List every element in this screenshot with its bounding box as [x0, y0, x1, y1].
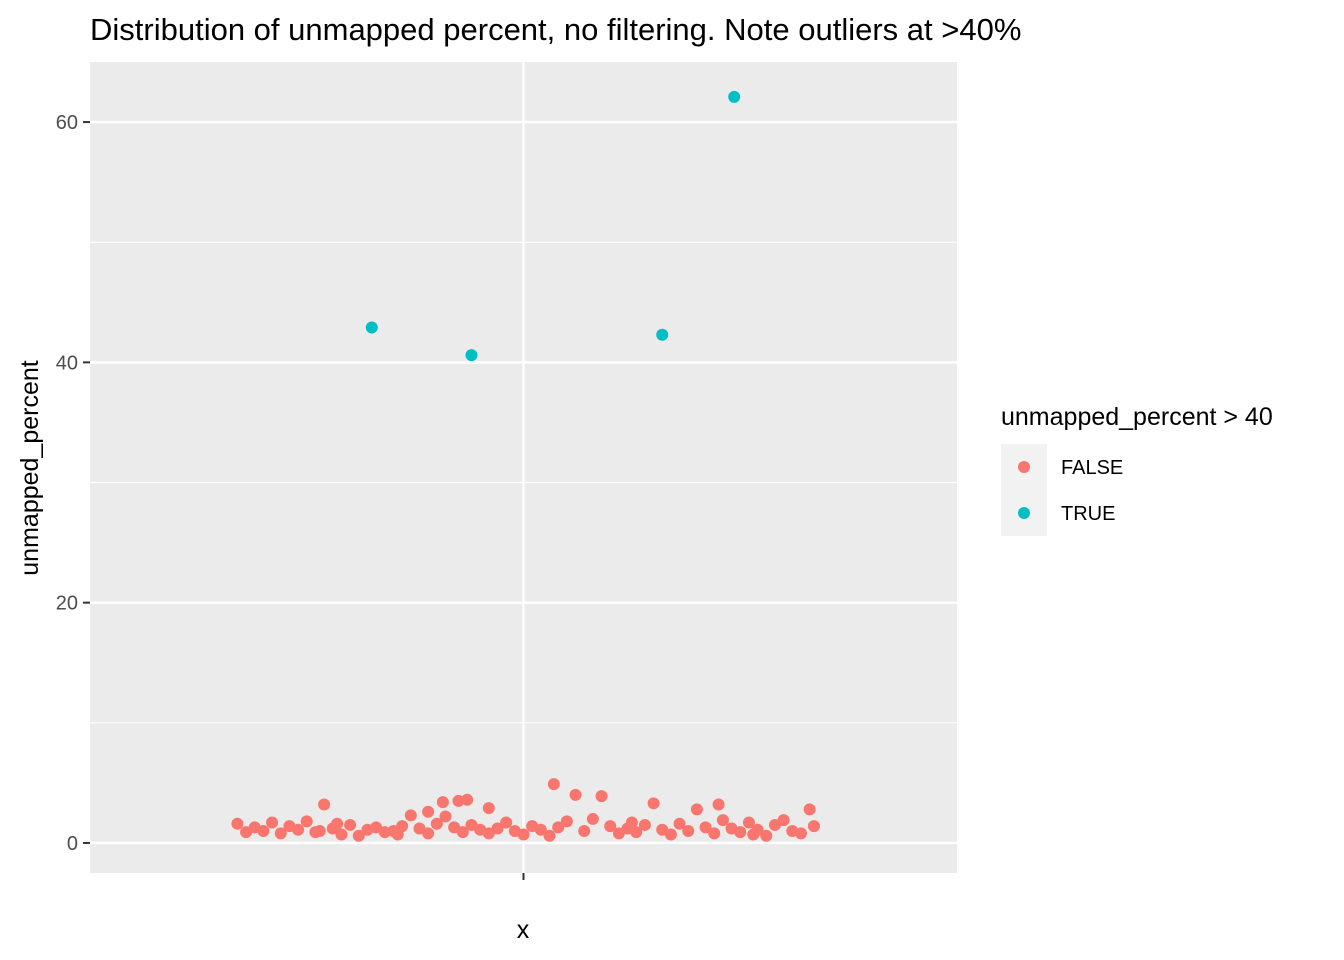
data-point-false: [569, 788, 582, 801]
data-point-false: [292, 823, 305, 836]
data-point-false: [500, 816, 513, 829]
data-point-false: [595, 790, 608, 803]
legend-key-background: [1001, 444, 1047, 536]
data-point-false: [604, 820, 617, 833]
data-point-false: [300, 815, 313, 828]
y-axis-title: unmapped_percent: [16, 360, 44, 575]
data-point-false: [331, 817, 344, 830]
data-point-true: [728, 90, 741, 103]
y-axis: 0 20 40 60: [56, 112, 90, 855]
y-tick-label: 0: [67, 833, 78, 855]
y-tick-label: 40: [56, 352, 78, 374]
data-point-false: [352, 829, 365, 842]
data-point-false: [436, 796, 449, 809]
data-point-false: [734, 826, 747, 839]
data-point-false: [803, 803, 816, 816]
data-point-false: [422, 827, 435, 840]
data-point-false: [630, 826, 643, 839]
data-point-false: [422, 805, 435, 818]
legend-title: unmapped_percent > 40: [1001, 403, 1273, 431]
data-point-false: [517, 828, 530, 841]
chart-title: Distribution of unmapped percent, no fil…: [90, 12, 1021, 47]
data-point-false: [625, 816, 638, 829]
legend-key-false: [1018, 461, 1030, 473]
data-point-false: [708, 827, 721, 840]
y-tick-label: 20: [56, 593, 78, 615]
data-point-false: [257, 824, 270, 837]
data-point-false: [742, 816, 755, 829]
data-point-false: [335, 828, 348, 841]
data-point-true: [656, 328, 669, 341]
data-point-false: [760, 829, 773, 842]
data-point-false: [794, 827, 807, 840]
data-point-false: [552, 821, 565, 834]
data-point-false: [391, 828, 404, 841]
data-point-false: [313, 824, 326, 837]
data-point-false: [664, 828, 677, 841]
data-point-false: [266, 816, 279, 829]
data-point-false: [807, 820, 820, 833]
data-point-false: [560, 815, 573, 828]
legend-entries: FALSE TRUE: [1018, 457, 1123, 525]
data-point-false: [578, 824, 591, 837]
data-point-false: [344, 818, 357, 831]
data-point-false: [747, 828, 760, 841]
legend-label-false: FALSE: [1061, 457, 1123, 479]
data-point-false: [439, 810, 452, 823]
y-tick-label: 60: [56, 112, 78, 134]
legend-key-true: [1018, 507, 1030, 519]
data-point-false: [318, 798, 331, 811]
data-point-false: [712, 798, 725, 811]
data-point-false: [456, 826, 469, 839]
data-point-false: [638, 818, 651, 831]
data-point-false: [404, 809, 417, 822]
data-point-true: [465, 349, 478, 362]
data-point-false: [699, 821, 712, 834]
data-point-false: [673, 817, 686, 830]
data-point-false: [231, 817, 244, 830]
data-point-false: [482, 802, 495, 815]
data-point-true: [365, 321, 378, 334]
major-gridlines: [90, 62, 957, 873]
legend-label-true: TRUE: [1061, 503, 1115, 525]
data-point-false: [716, 814, 729, 827]
x-axis-title: x: [517, 916, 530, 944]
data-point-false: [682, 824, 695, 837]
data-point-false: [647, 797, 660, 810]
data-point-false: [777, 814, 790, 827]
data-point-false: [274, 827, 287, 840]
legend: unmapped_percent > 40 FALSE TRUE: [1001, 403, 1273, 536]
data-point-false: [534, 823, 547, 836]
data-point-false: [547, 778, 560, 791]
data-point-false: [430, 817, 443, 830]
data-points: [231, 90, 820, 842]
data-point-false: [690, 803, 703, 816]
data-point-false: [491, 822, 504, 835]
data-point-false: [452, 794, 465, 807]
data-point-false: [543, 829, 556, 842]
data-point-false: [586, 812, 599, 825]
